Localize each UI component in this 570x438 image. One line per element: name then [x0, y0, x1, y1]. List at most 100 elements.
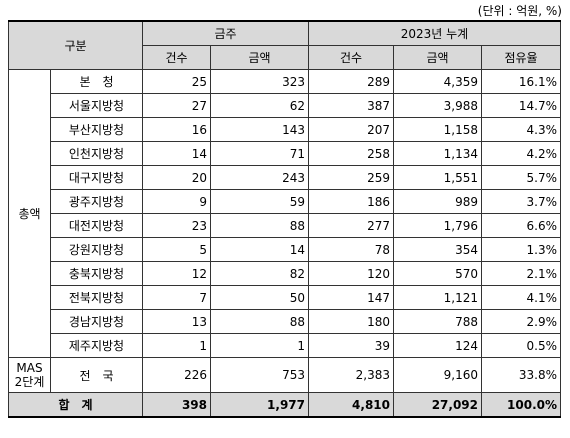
group-label-mas-line2: 2단계: [14, 375, 45, 389]
table-row: 경남지방청 13 88 180 788 2.9%: [9, 309, 561, 334]
row-name: 제주지방청: [50, 333, 143, 358]
current-amount: 88: [210, 309, 309, 334]
share-percent: 14.7%: [481, 93, 561, 118]
group-label-mas-line1: MAS: [16, 361, 43, 375]
cumulative-count: 39: [308, 333, 394, 358]
header-category: 구분: [8, 20, 143, 70]
share-percent: 4.3%: [481, 117, 561, 142]
row-name: 강원지방청: [50, 237, 143, 262]
current-amount: 71: [210, 141, 309, 166]
current-count: 226: [142, 357, 211, 393]
table-row: 서울지방청 27 62 387 3,988 14.7%: [9, 93, 561, 118]
share-percent: 0.5%: [481, 333, 561, 358]
cumulative-count: 387: [308, 93, 394, 118]
cumulative-amount: 124: [393, 333, 482, 358]
current-amount: 82: [210, 261, 309, 286]
row-name: 대전지방청: [50, 213, 143, 238]
row-name: 부산지방청: [50, 117, 143, 142]
group-label-mas: MAS 2단계: [8, 357, 51, 393]
header-cum-amount: 금액: [393, 45, 482, 70]
current-count: 23: [142, 213, 211, 238]
current-count: 1: [142, 333, 211, 358]
cumulative-count: 259: [308, 165, 394, 190]
table-row: 전북지방청 7 50 147 1,121 4.1%: [9, 285, 561, 310]
cumulative-count: 207: [308, 117, 394, 142]
cumulative-count: 289: [308, 69, 394, 94]
row-name: 본 청: [50, 69, 143, 94]
current-count: 16: [142, 117, 211, 142]
header-current-week: 금주: [142, 20, 309, 46]
cumulative-amount: 1,158: [393, 117, 482, 142]
row-name: 경남지방청: [50, 309, 143, 334]
table-row: 충북지방청 12 82 120 570 2.1%: [9, 261, 561, 286]
current-amount: 59: [210, 189, 309, 214]
current-amount: 323: [210, 69, 309, 94]
cumulative-count: 120: [308, 261, 394, 286]
total-label: 합 계: [8, 392, 143, 418]
header-cum-count: 건수: [308, 45, 394, 70]
cumulative-count: 147: [308, 285, 394, 310]
cumulative-count: 258: [308, 141, 394, 166]
cumulative-amount: 1,551: [393, 165, 482, 190]
current-amount: 50: [210, 285, 309, 310]
current-count: 27: [142, 93, 211, 118]
current-count: 12: [142, 261, 211, 286]
cumulative-amount: 354: [393, 237, 482, 262]
share-percent: 4.1%: [481, 285, 561, 310]
header-share: 점유율: [481, 45, 561, 70]
current-count: 14: [142, 141, 211, 166]
total-current-count: 398: [142, 392, 211, 418]
cumulative-amount: 570: [393, 261, 482, 286]
row-name: 대구지방청: [50, 165, 143, 190]
cumulative-count: 2,383: [308, 357, 394, 393]
row-name: 전북지방청: [50, 285, 143, 310]
share-percent: 3.7%: [481, 189, 561, 214]
cumulative-count: 78: [308, 237, 394, 262]
cumulative-amount: 1,796: [393, 213, 482, 238]
table-row: 대전지방청 23 88 277 1,796 6.6%: [9, 213, 561, 238]
row-name: 충북지방청: [50, 261, 143, 286]
share-percent: 6.6%: [481, 213, 561, 238]
current-count: 5: [142, 237, 211, 262]
cumulative-count: 180: [308, 309, 394, 334]
header-current-amount: 금액: [210, 45, 309, 70]
table-body: 총액 본 청 25 323 289 4,359 16.1% 서울지방청 27 62 387 3,988…: [8, 69, 561, 418]
share-percent: 2.1%: [481, 261, 561, 286]
table-row: 총액 본 청 25 323 289 4,359 16.1%: [8, 69, 561, 358]
procurement-table: 구분 금주 2023년 누계 건수 금액 건수 금액 점유율 총액 본 청 25 32…: [8, 20, 561, 418]
current-amount: 243: [210, 165, 309, 190]
total-cumulative-count: 4,810: [308, 392, 394, 418]
table-row: 대구지방청 20 243 259 1,551 5.7%: [9, 165, 561, 190]
row-name: 광주지방청: [50, 189, 143, 214]
total-current-amount: 1,977: [210, 392, 309, 418]
table-row: 제주지방청 1 1 39 124 0.5%: [9, 333, 561, 358]
table-row-mas: MAS 2단계 전 국 226 753 2,383 9,160 33.8%: [8, 357, 561, 393]
current-amount: 753: [210, 357, 309, 393]
share-percent: 1.3%: [481, 237, 561, 262]
header-row-1: 구분 금주 2023년 누계: [8, 20, 561, 70]
table-row: 강원지방청 5 14 78 354 1.3%: [9, 237, 561, 262]
row-name: 서울지방청: [50, 93, 143, 118]
cumulative-amount: 788: [393, 309, 482, 334]
group-label-total: 총액: [8, 69, 51, 358]
current-count: 9: [142, 189, 211, 214]
table-row: 부산지방청 16 143 207 1,158 4.3%: [9, 117, 561, 142]
current-count: 13: [142, 309, 211, 334]
cumulative-amount: 1,121: [393, 285, 482, 310]
cumulative-count: 186: [308, 189, 394, 214]
header-row-2: 건수 금액 건수 금액 점유율: [9, 45, 561, 70]
unit-note: (단위 : 억원, %): [477, 4, 562, 18]
table-row-total: 합 계 398 1,977 4,810 27,092 100.0%: [8, 392, 561, 418]
cumulative-count: 277: [308, 213, 394, 238]
current-amount: 62: [210, 93, 309, 118]
total-cumulative-amount: 27,092: [393, 392, 482, 418]
share-percent: 2.9%: [481, 309, 561, 334]
table-row: 인천지방청 14 71 258 1,134 4.2%: [9, 141, 561, 166]
current-amount: 88: [210, 213, 309, 238]
cumulative-amount: 9,160: [393, 357, 482, 393]
current-count: 25: [142, 69, 211, 94]
current-amount: 143: [210, 117, 309, 142]
share-percent: 4.2%: [481, 141, 561, 166]
current-count: 7: [142, 285, 211, 310]
header-cumulative: 2023년 누계: [308, 20, 561, 46]
